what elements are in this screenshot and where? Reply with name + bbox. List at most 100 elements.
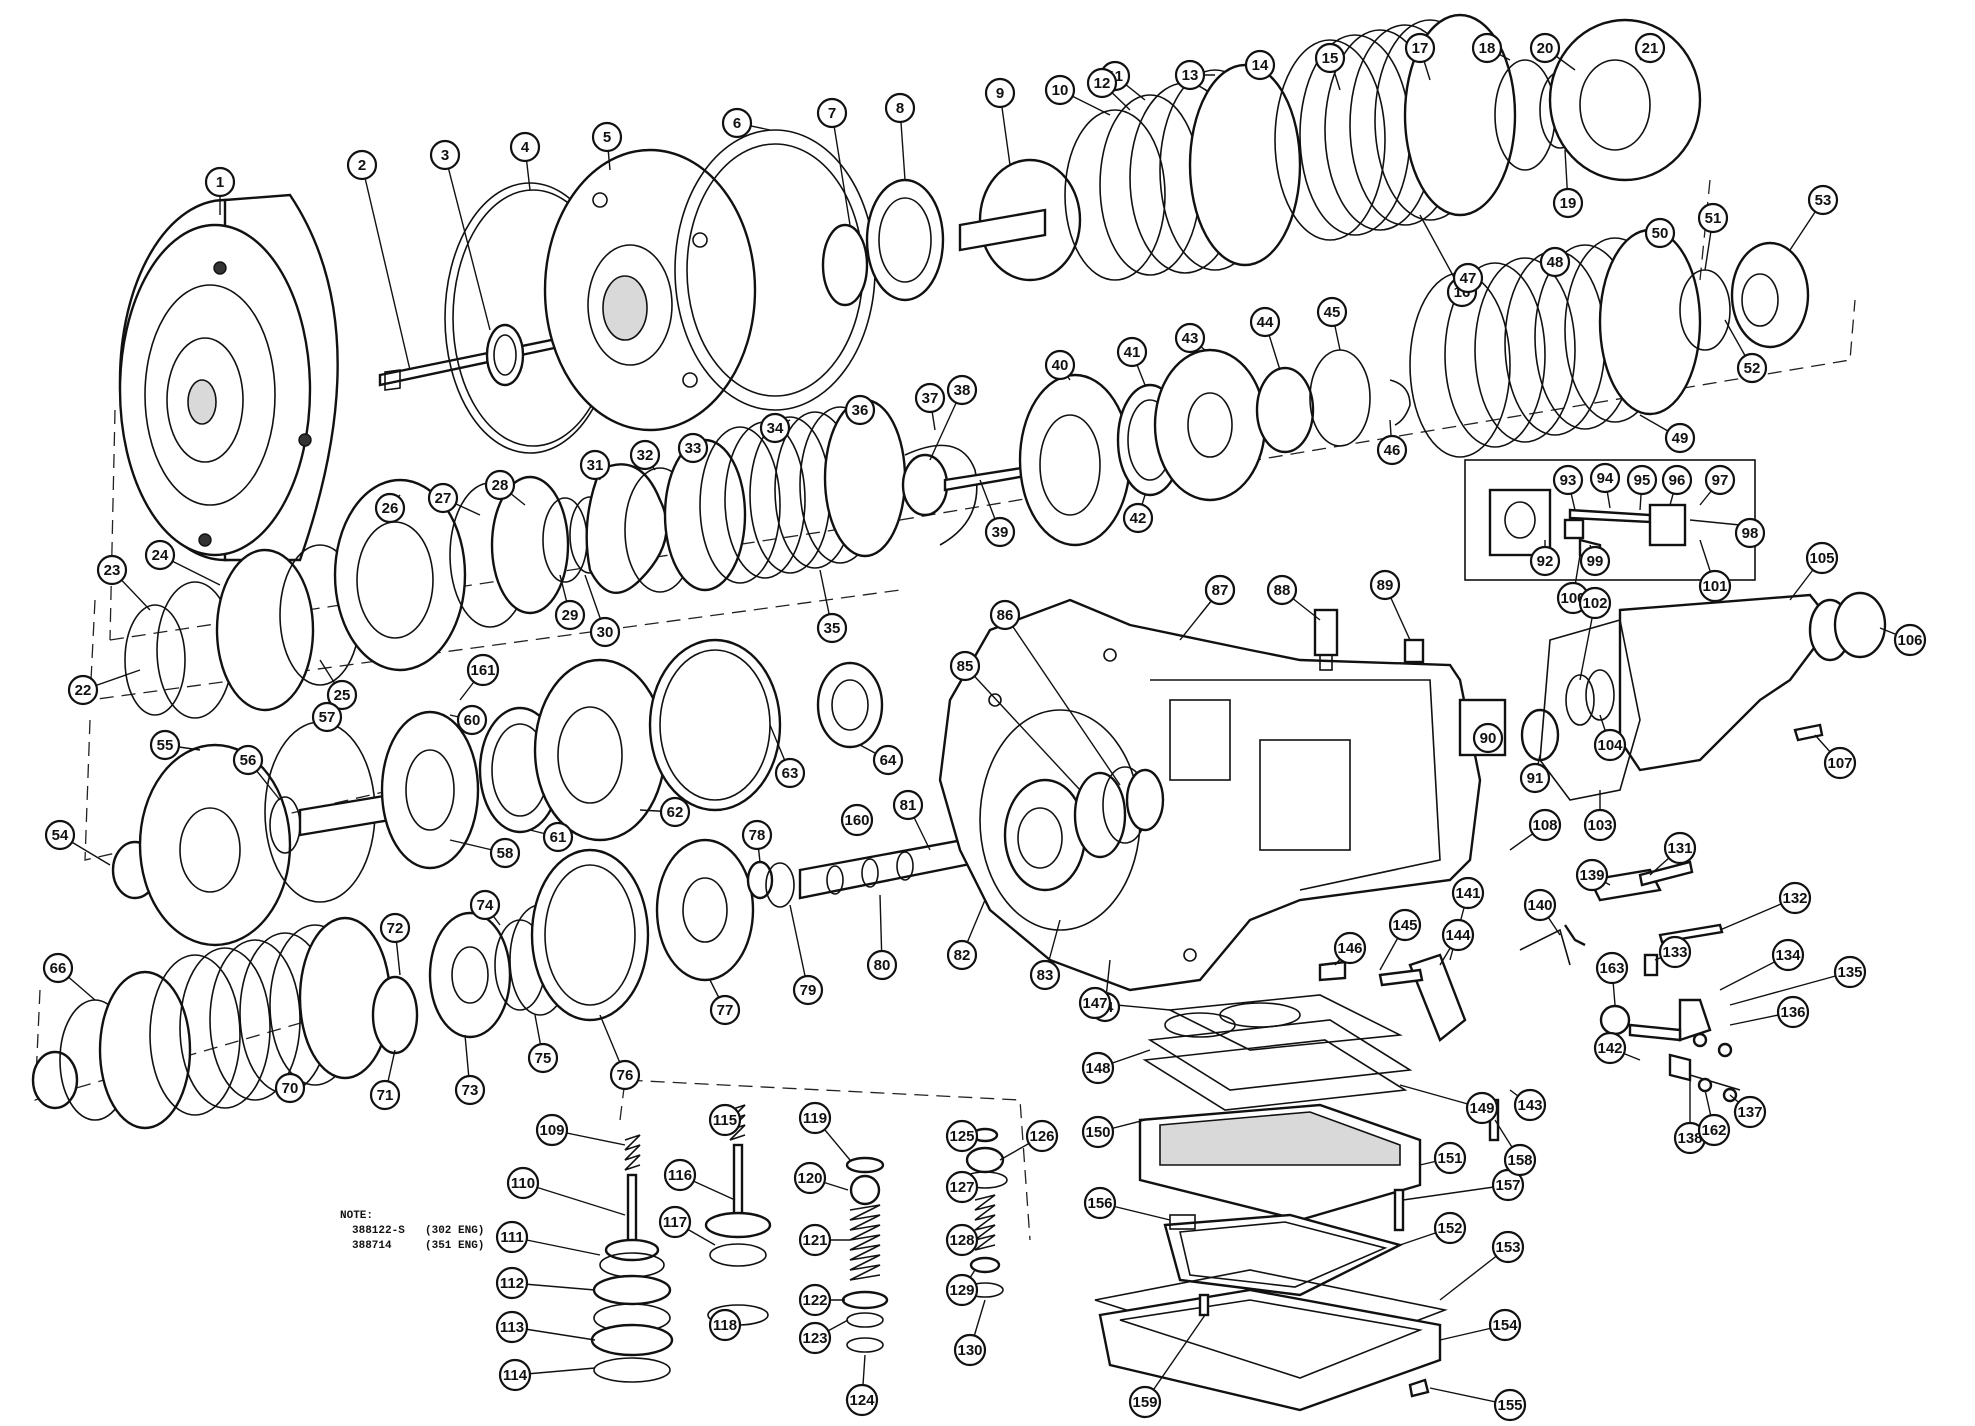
callout-135: 135 — [1833, 955, 1867, 989]
callout-50: 50 — [1644, 217, 1676, 249]
callout-circle-51 — [1697, 202, 1729, 234]
seal-bushings-82-86 — [1073, 766, 1165, 859]
callout-circle-113 — [495, 1310, 529, 1344]
callout-label-48: 48 — [1547, 254, 1564, 271]
callout-144: 144 — [1441, 918, 1475, 952]
callout-label-143: 143 — [1517, 1097, 1542, 1114]
callout-131: 131 — [1663, 831, 1697, 865]
pump-assembly-5 — [543, 148, 757, 432]
callout-148: 148 — [1081, 1051, 1115, 1085]
callout-label-85: 85 — [957, 658, 974, 675]
callout-label-120: 120 — [797, 1170, 822, 1187]
callout-27: 27 — [427, 482, 459, 514]
callout-circle-29 — [554, 599, 586, 631]
callout-circle-149 — [1465, 1091, 1499, 1125]
callout-circle-30 — [589, 616, 621, 648]
callout-label-55: 55 — [157, 737, 174, 754]
callout-103: 103 — [1583, 808, 1617, 842]
callout-label-162: 162 — [1701, 1122, 1726, 1139]
forward-clutch-rings-10-14 — [1064, 63, 1302, 281]
callout-label-133: 133 — [1662, 944, 1687, 961]
accumulator-125-130 — [962, 1127, 1008, 1298]
callout-circle-146 — [1333, 931, 1367, 965]
callout-circle-120 — [793, 1161, 827, 1195]
callout-label-13: 13 — [1182, 67, 1199, 84]
callout-circle-154 — [1488, 1308, 1522, 1342]
callout-circle-78 — [741, 819, 773, 851]
callout-119: 119 — [798, 1101, 832, 1135]
callout-circle-85 — [949, 650, 981, 682]
callout-circle-19 — [1552, 187, 1584, 219]
callout-label-104: 104 — [1597, 737, 1623, 754]
callout-label-113: 113 — [500, 1319, 524, 1336]
callout-circle-95 — [1626, 464, 1658, 496]
callout-37: 37 — [914, 382, 946, 414]
callout-circle-112 — [495, 1266, 529, 1300]
callout-circle-66 — [42, 952, 74, 984]
callout-4: 4 — [509, 131, 541, 163]
callout-label-40: 40 — [1052, 357, 1069, 374]
callout-circle-37 — [914, 382, 946, 414]
callout-circle-62 — [659, 796, 691, 828]
callout-136: 136 — [1776, 995, 1810, 1029]
callout-circle-81 — [892, 789, 924, 821]
callout-label-19: 19 — [1560, 195, 1577, 212]
callout-circle-23 — [96, 554, 128, 586]
callout-circle-71 — [369, 1079, 401, 1111]
callout-circle-159 — [1128, 1385, 1162, 1419]
drum-62 — [533, 658, 667, 842]
callout-circle-86 — [989, 599, 1021, 631]
callout-13: 13 — [1174, 59, 1206, 91]
callout-140: 140 — [1523, 888, 1557, 922]
callout-circle-115 — [708, 1103, 742, 1137]
callout-158: 158 — [1503, 1143, 1537, 1177]
callout-66: 66 — [42, 952, 74, 984]
callout-label-88: 88 — [1274, 582, 1291, 599]
callout-label-92: 92 — [1537, 553, 1554, 570]
callout-6: 6 — [721, 107, 753, 139]
callout-circle-75 — [527, 1042, 559, 1074]
callout-circle-92 — [1529, 545, 1561, 577]
callout-label-78: 78 — [749, 827, 766, 844]
low-reverse-plates-66-70 — [31, 916, 392, 1130]
callout-circle-87 — [1204, 574, 1236, 606]
callout-label-72: 72 — [387, 920, 404, 937]
callout-label-118: 118 — [713, 1317, 737, 1334]
callout-label-90: 90 — [1480, 730, 1497, 747]
callout-label-54: 54 — [52, 827, 69, 844]
callout-circle-128 — [945, 1223, 979, 1257]
callout-122: 122 — [798, 1283, 832, 1317]
callout-circle-83 — [1029, 959, 1061, 991]
callout-circle-117 — [658, 1205, 692, 1239]
callout-label-28: 28 — [492, 477, 509, 494]
callout-label-20: 20 — [1537, 40, 1554, 57]
callout-82: 82 — [946, 939, 978, 971]
callout-117: 117 — [658, 1205, 692, 1239]
callout-label-2: 2 — [358, 157, 366, 174]
callout-81: 81 — [892, 789, 924, 821]
callout-label-102: 102 — [1582, 595, 1607, 612]
callout-label-158: 158 — [1507, 1152, 1532, 1169]
callout-circle-131 — [1663, 831, 1697, 865]
note-engine-2: (351 ENG) — [425, 1240, 484, 1252]
callout-label-18: 18 — [1479, 40, 1496, 57]
callout-label-109: 109 — [539, 1122, 564, 1139]
callout-label-112: 112 — [500, 1275, 524, 1292]
callout-78: 78 — [741, 819, 773, 851]
callout-label-124: 124 — [849, 1392, 875, 1409]
callout-153: 153 — [1491, 1230, 1525, 1264]
callout-circle-9 — [984, 77, 1016, 109]
callout-circle-39 — [984, 516, 1016, 548]
callout-label-149: 149 — [1469, 1100, 1494, 1117]
callout-circle-126 — [1025, 1119, 1059, 1153]
callout-label-79: 79 — [800, 982, 817, 999]
callout-94: 94 — [1589, 462, 1621, 494]
callout-label-98: 98 — [1742, 525, 1759, 542]
callout-circle-21 — [1634, 32, 1666, 64]
callout-label-58: 58 — [497, 845, 514, 862]
callout-circle-27 — [427, 482, 459, 514]
callout-label-83: 83 — [1037, 967, 1054, 984]
callout-label-27: 27 — [435, 490, 452, 507]
callout-circle-47 — [1452, 262, 1484, 294]
callout-circle-102 — [1578, 586, 1612, 620]
